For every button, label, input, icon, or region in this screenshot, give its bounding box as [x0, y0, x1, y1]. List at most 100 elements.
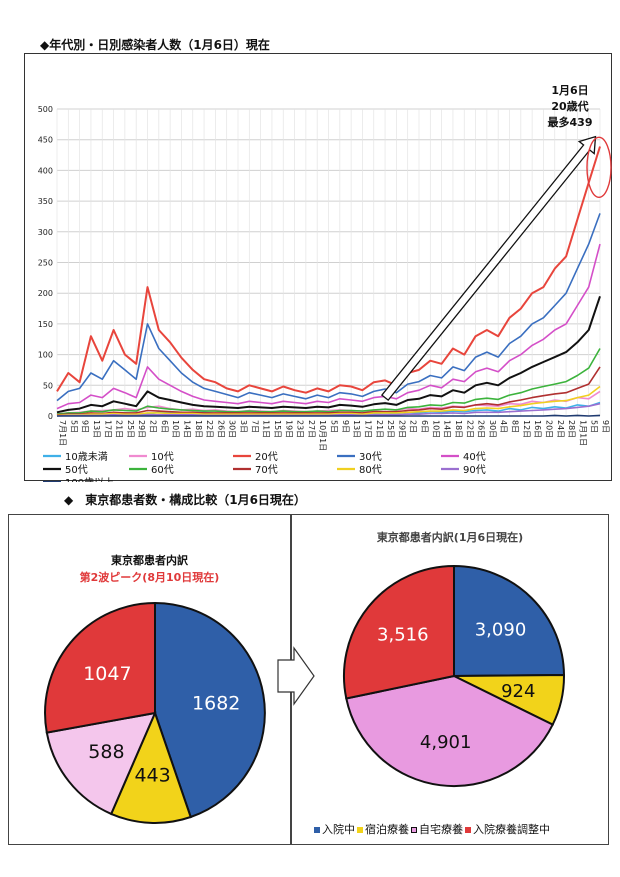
- x-tick-label: 21日: [115, 420, 124, 438]
- x-tick-label: 5日: [330, 420, 339, 433]
- x-tick-label: 12日: [522, 420, 531, 438]
- series-line: [56, 213, 601, 402]
- pie-slice: [45, 711, 157, 816]
- pie-legend-label: 宿泊療養: [365, 823, 409, 836]
- pie-legend-swatch: [465, 827, 471, 833]
- x-tick-label: 25日: [126, 420, 135, 438]
- pie-legend-item: 宿泊療養: [357, 821, 409, 837]
- x-tick-label: 22日: [465, 420, 474, 438]
- series-line: [56, 348, 601, 415]
- legend-label: 10代: [151, 451, 174, 463]
- x-tick-label: 19日: [284, 420, 293, 438]
- pie-legend-item: 入院中: [314, 821, 355, 837]
- pie-legend-label: 自宅療養: [419, 823, 463, 836]
- x-tick-label: 9日: [601, 420, 610, 433]
- x-tick-label: 26日: [477, 420, 486, 438]
- series-line: [56, 366, 601, 416]
- legend-label: 100歳以上: [65, 477, 114, 482]
- legend-label: 70代: [255, 464, 278, 476]
- pie-legend-swatch: [314, 827, 320, 833]
- legend-label: 80代: [359, 464, 382, 476]
- x-tick-label: 14日: [443, 420, 452, 438]
- pie-chart-right: 3,090 924 4,901 3,516: [343, 564, 566, 788]
- x-tick-label: 30日: [488, 420, 497, 438]
- legend-label: 60代: [151, 464, 174, 476]
- pie-legend-label: 入院療養調整中: [473, 823, 550, 836]
- pie-slice-label: 4,901: [420, 732, 472, 753]
- series-line: [56, 295, 601, 414]
- pie-slice-label: 924: [501, 681, 535, 702]
- x-tick-label: 6日: [160, 420, 169, 433]
- pie-slice: [343, 564, 455, 700]
- x-tick-label: 17日: [103, 420, 112, 438]
- pie-legend-label: 入院中: [322, 823, 355, 836]
- legend-label: 30代: [359, 451, 382, 463]
- x-tick-label: 21日: [375, 420, 384, 438]
- y-tick-label: 200: [38, 289, 53, 298]
- x-tick-label: 20日: [544, 420, 553, 438]
- pie-legend-item: 自宅療養: [411, 821, 463, 837]
- pie-slice-label: 588: [88, 741, 124, 763]
- legend-label: 20代: [255, 451, 278, 463]
- x-tick-label: 13日: [352, 420, 361, 438]
- line-chart-frame: 0 50 100 150 200 250 300 350 400 450 500 7月1日 5日 9日 13…: [24, 53, 612, 482]
- pie-slice: [154, 601, 266, 819]
- series-line: [56, 243, 601, 410]
- chart-heading-daily: ◆年代別・日別感染者人数（1月6日）現在: [40, 38, 270, 52]
- x-tick-label: 30日: [228, 420, 237, 438]
- x-tick-label: 5日: [590, 420, 599, 433]
- series-line: [57, 414, 601, 417]
- x-tick-label: 16日: [533, 420, 542, 438]
- x-tick-label: 7月1日: [58, 420, 67, 446]
- x-tick-label: 5日: [69, 420, 78, 433]
- pie-slice-label: 3,090: [475, 619, 527, 640]
- x-tick-label: 7日: [250, 420, 259, 433]
- legend-label: 50代: [65, 464, 88, 476]
- pie-right-title: 東京都患者内訳(1月6日現在): [376, 531, 524, 544]
- x-tick-label: 10月1日: [318, 420, 327, 451]
- y-tick-label: 350: [38, 197, 53, 206]
- y-tick-label: 50: [43, 381, 53, 390]
- pie-legend-swatch: [357, 827, 363, 833]
- pie-slice-label: 1047: [83, 663, 131, 685]
- x-tick-label: 18日: [194, 420, 203, 438]
- x-tick-label: 3日: [239, 420, 248, 433]
- legend-label: 10歳未満: [65, 451, 108, 463]
- pie-slice-label: 443: [134, 765, 170, 787]
- pie-frame-left: 東京都患者内訳 第2波ピーク(8月10日現在) 1682 443 588 1047: [8, 514, 291, 845]
- y-tick-label: 400: [38, 166, 53, 175]
- series-line: [56, 146, 601, 394]
- series-line: [56, 390, 601, 415]
- y-tick-label: 150: [38, 320, 53, 329]
- y-tick-label: 500: [38, 105, 53, 114]
- annotation-text: 最多439: [548, 115, 593, 129]
- pie-left-subtitle: 第2波ピーク(8月10日現在): [79, 571, 220, 584]
- x-tick-label: 28日: [567, 420, 576, 438]
- x-tick-label: 11日: [262, 420, 271, 438]
- x-tick-label: 1月1日: [578, 420, 587, 446]
- x-tick-label: 22日: [205, 420, 214, 438]
- x-tick-label: 10日: [431, 420, 440, 438]
- series-line: [56, 385, 601, 417]
- pie-slice: [44, 601, 156, 734]
- x-tick-label: 29日: [137, 420, 146, 438]
- x-tick-label: 2日: [149, 420, 158, 433]
- x-tick-label: 9日: [341, 420, 350, 433]
- x-tick-label: 8日: [511, 420, 520, 433]
- x-tick-label: 26日: [216, 420, 225, 438]
- x-tick-label: 2日: [409, 420, 418, 433]
- legend-label: 90代: [463, 464, 486, 476]
- annotation-text: 1月6日: [551, 84, 588, 97]
- x-tick-label: 9日: [81, 420, 90, 433]
- x-tick-label: 27日: [307, 420, 316, 438]
- x-tick-label: 25日: [386, 420, 395, 438]
- x-tick-label: 17日: [363, 420, 372, 438]
- x-tick-label: 29日: [397, 420, 406, 438]
- x-tick-label: 18日: [454, 420, 463, 438]
- pie-right-legend: 入院中 宿泊療養 自宅療養 入院療養調整中: [314, 821, 552, 837]
- pie-legend-swatch: [411, 827, 417, 833]
- y-tick-label: 0: [48, 412, 53, 421]
- chart-heading-patients: ◆ 東京都患者数・構成比較（1月6日現在）: [64, 493, 306, 507]
- x-tick-label: 23日: [296, 420, 305, 438]
